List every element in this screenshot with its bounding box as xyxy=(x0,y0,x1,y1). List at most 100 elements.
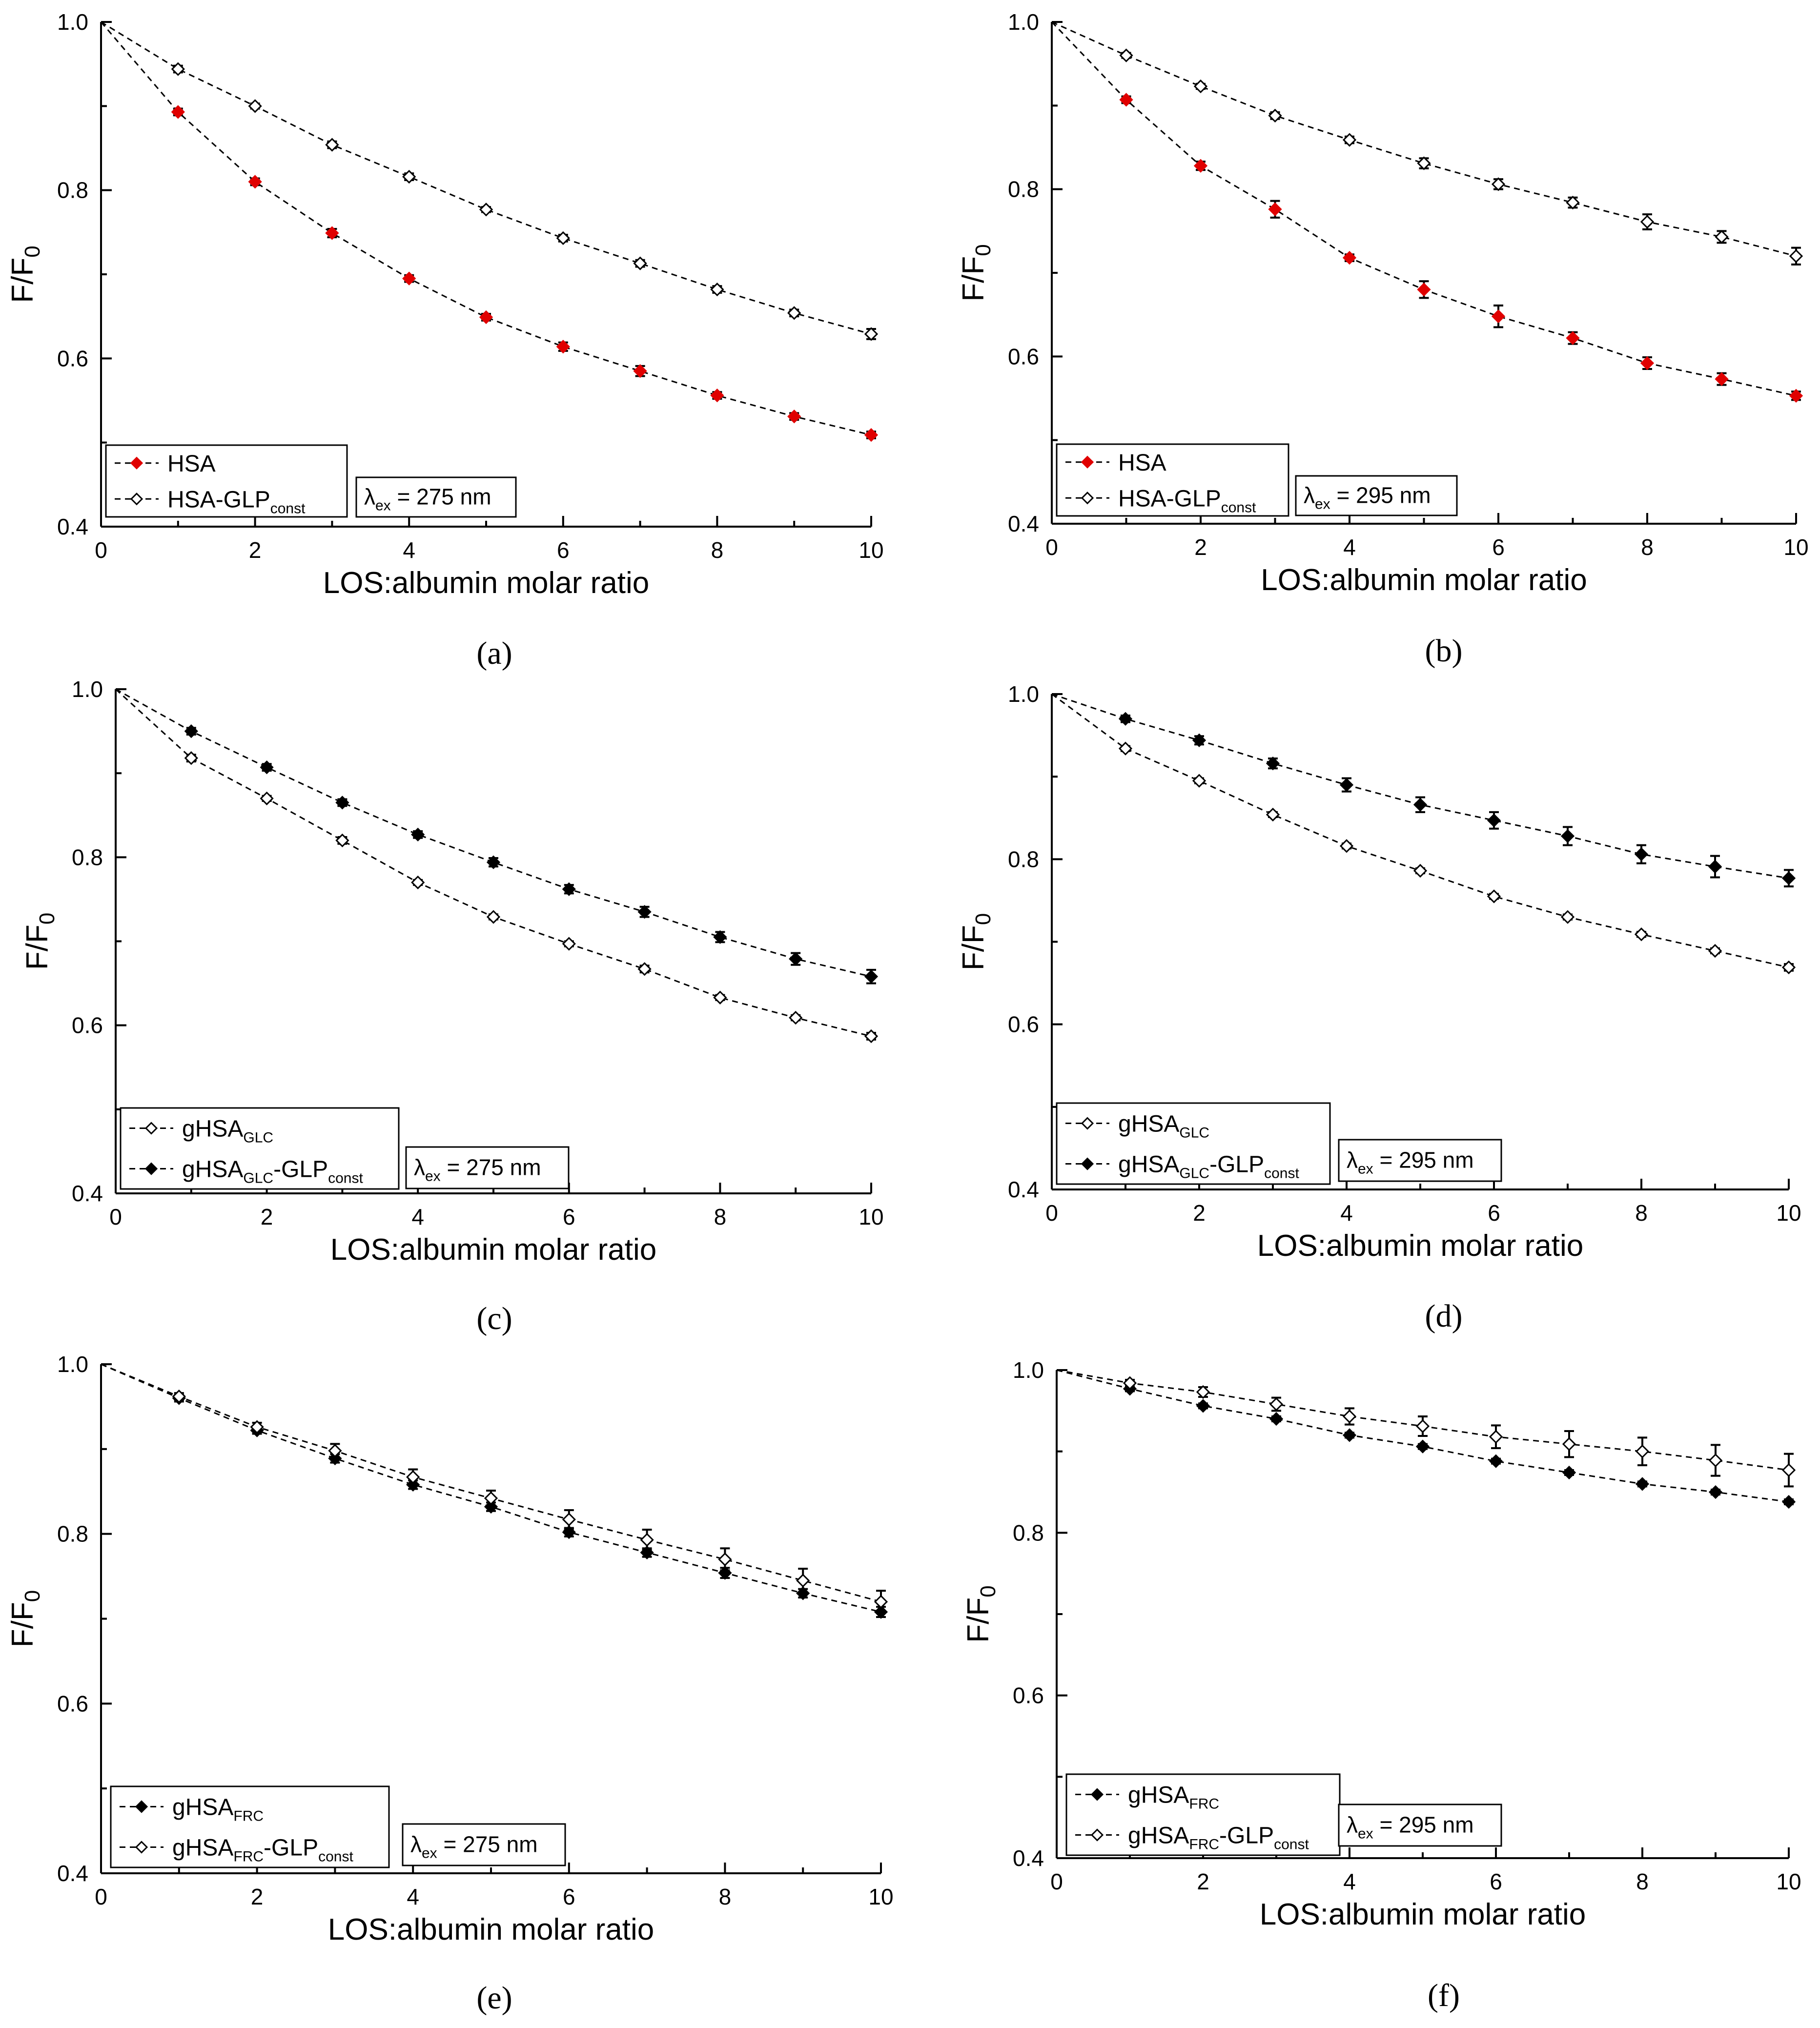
y-axis-title-subscript: 0 xyxy=(971,913,995,925)
data-point xyxy=(1268,108,1282,123)
legend-box xyxy=(1056,443,1289,517)
data-point xyxy=(1635,1444,1650,1458)
series-2 xyxy=(115,688,879,984)
x-tick-label: 10 xyxy=(868,1884,893,1909)
data-point xyxy=(1268,202,1282,216)
x-axis-title: LOS:albumin molar ratio xyxy=(1257,1229,1584,1263)
data-point xyxy=(248,175,262,189)
legend-entry-1: HSA xyxy=(1118,450,1166,476)
data-point xyxy=(710,389,724,403)
data-point xyxy=(789,952,803,966)
legend-entry-name: gHSA xyxy=(1118,1111,1179,1137)
series-1 xyxy=(1051,21,1803,403)
legend-marker xyxy=(135,1841,148,1854)
data-point xyxy=(1640,356,1655,370)
y-tick-label: 0.8 xyxy=(1013,1520,1044,1545)
series-line xyxy=(1051,693,1789,879)
x-tick-label: 4 xyxy=(1340,1200,1353,1226)
data-point xyxy=(864,327,879,341)
x-tick-label: 2 xyxy=(1194,534,1207,560)
data-point xyxy=(1339,839,1354,853)
legend-entry-subscript: FRC xyxy=(233,1808,264,1824)
data-point xyxy=(1118,741,1133,756)
legend-marker xyxy=(1081,1117,1094,1130)
data-point xyxy=(787,306,801,320)
annotation-lambda: λ xyxy=(1347,1147,1358,1173)
annotation-box xyxy=(355,476,517,518)
data-point xyxy=(1708,860,1722,874)
annotation-box xyxy=(402,1823,566,1866)
y-tick-label: 1.0 xyxy=(1008,681,1039,707)
data-point xyxy=(184,724,198,738)
data-point xyxy=(1339,778,1354,792)
legend-entry-subscript: FRC xyxy=(1189,1796,1219,1812)
x-tick-label: 8 xyxy=(714,1204,727,1229)
x-tick-label: 2 xyxy=(251,1884,264,1909)
annotation-value: = 275 nm xyxy=(391,484,491,510)
data-point xyxy=(1193,79,1208,94)
legend-entry-name: gHSA xyxy=(182,1157,243,1183)
x-tick-label: 4 xyxy=(403,537,415,563)
y-axis-title-subscript: 0 xyxy=(976,1585,1000,1597)
legend-entry-subscript: GLC xyxy=(243,1130,273,1146)
data-point xyxy=(1123,1376,1137,1390)
x-tick-label: 2 xyxy=(249,537,262,563)
annotation-box xyxy=(1338,1139,1502,1182)
y-axis-title-main: F/F xyxy=(957,256,990,302)
legend-entry-suffix-subscript: const xyxy=(1264,1166,1299,1182)
data-point xyxy=(556,231,570,246)
x-tick-label: 8 xyxy=(719,1884,732,1909)
x-tick-label: 0 xyxy=(1050,1869,1063,1894)
data-point xyxy=(1489,1430,1503,1444)
data-point xyxy=(556,340,570,354)
data-point xyxy=(1708,943,1722,958)
y-tick-label: 1.0 xyxy=(1013,1357,1044,1383)
legend-entry-name: HSA xyxy=(1118,450,1166,476)
panel-label: (e) xyxy=(476,1980,512,2016)
legend-marker xyxy=(1081,492,1094,505)
chart-panel-b: 0 2 4 6 8 10 0.4 0.6 0.8 1.0 LOS:albumin molar rat… xyxy=(957,9,1809,669)
data-point xyxy=(479,203,493,217)
y-tick-label: 1.0 xyxy=(1008,9,1039,35)
y-axis-title: F/F0 xyxy=(957,913,995,970)
x-axis-title: LOS:albumin molar ratio xyxy=(328,1913,654,1946)
data-point xyxy=(1789,249,1803,263)
x-tick-label: 6 xyxy=(1490,1869,1502,1894)
annotation-value: = 295 nm xyxy=(1373,1812,1474,1838)
annotation-value: = 275 nm xyxy=(437,1832,538,1857)
data-point xyxy=(1560,910,1575,924)
data-point xyxy=(325,138,339,152)
annotation-box xyxy=(1338,1803,1502,1847)
data-point xyxy=(486,910,501,924)
panel-label: (b) xyxy=(1425,633,1463,669)
y-axis-title: F/F0 xyxy=(20,913,59,970)
y-tick-label: 0.4 xyxy=(1013,1845,1044,1871)
series-2 xyxy=(101,1363,888,1614)
data-point xyxy=(1342,1428,1357,1442)
series-2 xyxy=(1056,1369,1796,1488)
annotation-lambda: λ xyxy=(1304,483,1315,508)
y-tick-label: 0.6 xyxy=(1013,1683,1044,1708)
data-point xyxy=(328,1444,342,1458)
legend-entry-name: gHSA xyxy=(1128,1782,1189,1808)
annotation-text: λex = 275 nm xyxy=(410,1832,538,1862)
series-line xyxy=(100,21,872,436)
data-point xyxy=(1342,251,1357,265)
data-point xyxy=(562,882,576,896)
data-point xyxy=(1708,1485,1723,1499)
data-point xyxy=(787,410,801,424)
data-point xyxy=(1417,283,1431,297)
data-point xyxy=(1196,1399,1210,1413)
legend-box xyxy=(1056,1102,1331,1185)
series-1 xyxy=(100,21,879,442)
legend-entry-subscript: const xyxy=(1221,499,1256,515)
data-point xyxy=(562,1512,576,1527)
x-tick-label: 0 xyxy=(95,537,107,563)
legend-marker xyxy=(130,456,143,470)
x-tick-label: 10 xyxy=(1776,1869,1801,1894)
data-point xyxy=(1489,1454,1503,1468)
x-tick-label: 10 xyxy=(1783,534,1808,560)
data-point xyxy=(1560,829,1575,843)
data-point xyxy=(1562,1465,1576,1480)
wavelength-annotation: λex = 275 nm xyxy=(355,476,517,518)
